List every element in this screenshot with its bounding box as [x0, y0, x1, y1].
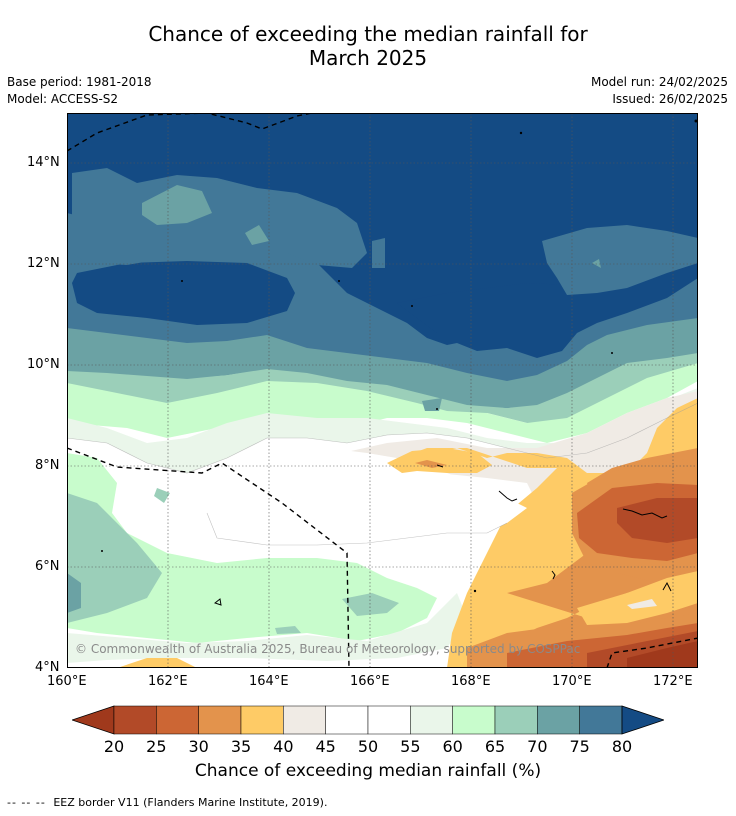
- atoll-5: [662, 581, 672, 592]
- x-tick-172e: 172°E: [653, 674, 693, 689]
- contour-line-1: [67, 402, 698, 474]
- region-70-75-east-islet: [592, 259, 601, 268]
- colorbar-tick-label: 25: [146, 737, 166, 756]
- region-75-80-east-patch: [542, 225, 698, 295]
- island-9: [473, 589, 477, 593]
- region-40-45-spot: [627, 599, 657, 609]
- colorbar-tick-label: 30: [188, 737, 208, 756]
- rainfall-map: © Commonwealth of Australia 2025, Bureau…: [67, 113, 698, 668]
- region-70-75-north: [67, 318, 698, 408]
- region-20-25: [617, 498, 698, 543]
- colorbar-cell: [367, 705, 411, 735]
- island-7: [338, 280, 340, 282]
- region-above-80-lobe: [72, 261, 295, 325]
- colorbar-tick-label: 75: [569, 737, 589, 756]
- colorbar-cell: [410, 705, 453, 735]
- x-tick-166e: 166°E: [350, 674, 390, 689]
- colorbar-tick-label: 55: [400, 737, 420, 756]
- colorbar-tick-label: 70: [527, 737, 547, 756]
- colorbar-tick-label: 35: [231, 737, 251, 756]
- region-65-70: [67, 363, 698, 443]
- region-70-75-east-small: [422, 398, 442, 411]
- x-tick-170e: 170°E: [552, 674, 592, 689]
- contour-line-2: [206, 512, 508, 546]
- y-tick-12n: 12°N: [27, 256, 60, 271]
- copyright-notice: © Commonwealth of Australia 2025, Bureau…: [75, 642, 580, 656]
- region-60-65-south: [67, 593, 467, 663]
- colorbar-cell: [537, 705, 580, 735]
- base-period: Base period: 1981-2018: [7, 75, 152, 89]
- title-line-1: Chance of exceeding the median rainfall …: [148, 22, 588, 46]
- region-70-75-small: [275, 626, 301, 634]
- footnote: -- -- -- EEZ border V11 (Flanders Marine…: [7, 796, 327, 809]
- island-3: [181, 280, 183, 282]
- colorbar-extend-low: [72, 705, 115, 735]
- y-tick-14n: 14°N: [27, 155, 60, 170]
- map-title: Chance of exceeding the median rainfall …: [0, 22, 736, 70]
- colorbar-cell: [113, 705, 157, 735]
- atoll-6: [436, 464, 444, 468]
- x-tick-168e: 168°E: [451, 674, 491, 689]
- colorbar-title: Chance of exceeding median rainfall (%): [194, 761, 542, 781]
- region-70-75-west: [67, 493, 162, 623]
- colorbar-cell: [494, 705, 538, 735]
- region-65-70-west: [67, 453, 437, 643]
- region-70-75-islet: [154, 488, 170, 503]
- colorbar-tick-label: 60: [442, 737, 462, 756]
- eez-border-west: [67, 447, 350, 668]
- island-5: [436, 408, 438, 410]
- meta-left: Base period: 1981-2018 Model: ACCESS-S2: [7, 74, 152, 108]
- y-tick-6n: 6°N: [35, 559, 60, 574]
- region-45-50: [207, 448, 527, 545]
- region-70-75-north-islet: [245, 225, 269, 245]
- atoll-2: [498, 490, 518, 502]
- atoll-1: [622, 508, 668, 519]
- x-tick-162e: 162°E: [148, 674, 188, 689]
- model-name: Model: ACCESS-S2: [7, 92, 119, 106]
- colorbar-extend-high: [621, 705, 664, 735]
- colorbar-cell: [452, 705, 496, 735]
- region-75-80-patch: [72, 168, 367, 268]
- colorbar-cell: [579, 705, 623, 735]
- map-frame: [67, 113, 698, 668]
- footnote-text: EEZ border V11 (Flanders Marine Institut…: [53, 796, 328, 809]
- eez-border-north: [67, 113, 313, 152]
- region-75-80-west: [67, 573, 81, 613]
- region-70-75-north-patch: [142, 185, 212, 225]
- model-run: Model run: 24/02/2025: [590, 75, 728, 89]
- region-35-40-southwest: [117, 658, 197, 668]
- y-tick-10n: 10°N: [27, 357, 60, 372]
- colorbar-tick-label: 65: [485, 737, 505, 756]
- atoll-3: [213, 598, 222, 606]
- island-1: [519, 131, 523, 135]
- colorbar-cell: [283, 705, 326, 735]
- island-2: [694, 119, 698, 123]
- issued-date: Issued: 26/02/2025: [612, 92, 728, 106]
- colorbar-cell: [198, 705, 242, 735]
- eez-legend-dashes: -- -- --: [7, 796, 46, 809]
- region-75-80-ridge: [372, 238, 385, 268]
- island-6: [611, 352, 613, 354]
- colorbar-tick-label: 50: [358, 737, 378, 756]
- colorbar-tick-label: 80: [612, 737, 632, 756]
- atoll-4: [551, 570, 556, 580]
- title-line-2: March 2025: [308, 46, 428, 70]
- y-tick-4n: 4°N: [35, 660, 60, 675]
- colorbar-cell: [156, 705, 199, 735]
- region-35-40-tongue: [387, 448, 492, 473]
- y-tick-8n: 8°N: [35, 458, 60, 473]
- colorbar-tick-label: 45: [315, 737, 335, 756]
- colorbar-cell: [240, 705, 284, 735]
- region-70-75-south: [342, 593, 399, 616]
- colorbar-tick-label: 20: [104, 737, 124, 756]
- island-8: [101, 550, 103, 552]
- colorbar: 20 25 30 35 40 45 50 55 60 65 70 75 80: [72, 705, 664, 756]
- island-4: [411, 305, 413, 307]
- colorbar-cell: [325, 705, 369, 735]
- colorbar-tick-label: 40: [273, 737, 293, 756]
- meta-right: Model run: 24/02/2025 Issued: 26/02/2025: [591, 74, 728, 108]
- x-tick-164e: 164°E: [249, 674, 289, 689]
- x-tick-160e: 160°E: [47, 674, 87, 689]
- region-below-20-southeast: [627, 641, 698, 668]
